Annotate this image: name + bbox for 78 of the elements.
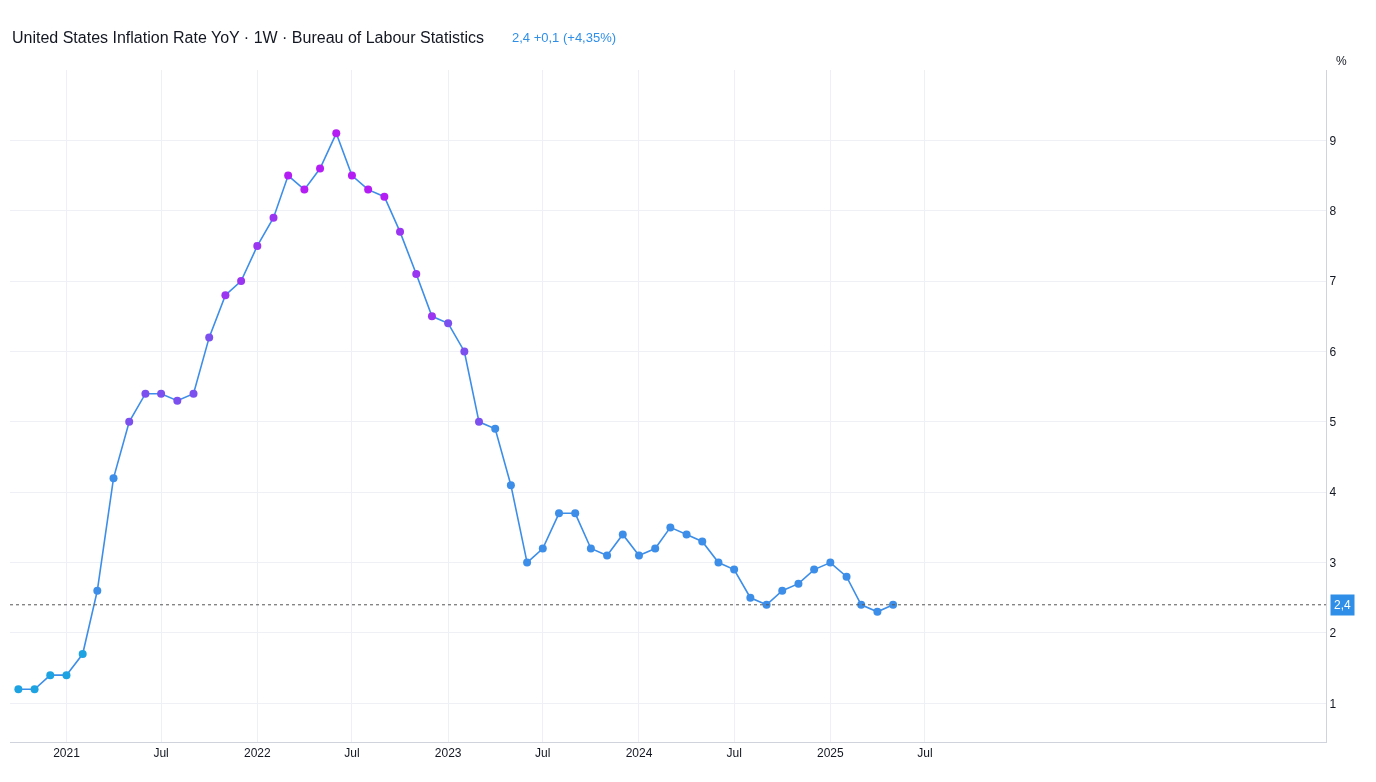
point: [141, 389, 150, 398]
y-tick-label: 8: [1329, 203, 1337, 218]
x-tick-label: 2022: [243, 746, 271, 761]
point: [474, 417, 483, 426]
point: [762, 600, 771, 609]
y-tick-label: 3: [1329, 555, 1337, 570]
chart-subtitle: 2,4 +0,1 (+4,35%): [512, 30, 617, 45]
point: [873, 607, 882, 616]
point: [253, 241, 262, 250]
point: [889, 600, 898, 609]
point: [189, 389, 198, 398]
point: [269, 213, 278, 222]
y-tick-label: 2: [1329, 626, 1337, 641]
point: [571, 509, 580, 518]
point: [125, 417, 134, 426]
point: [826, 558, 835, 567]
point: [93, 586, 102, 595]
point: [412, 270, 421, 279]
point: [746, 593, 755, 602]
x-tick-label: 2021: [53, 746, 81, 761]
point: [634, 551, 643, 560]
x-tick-label: Jul: [917, 746, 933, 761]
point: [730, 565, 739, 574]
point: [603, 551, 612, 560]
y-tick-label: 4: [1329, 485, 1337, 500]
point: [794, 579, 803, 588]
x-tick-label: 2024: [625, 746, 653, 761]
x-tick-label: Jul: [344, 746, 360, 761]
y-axis-title: %: [1336, 54, 1347, 68]
y-tick-label: 5: [1329, 415, 1337, 430]
point: [523, 558, 532, 567]
point: [698, 537, 707, 546]
point: [62, 671, 71, 680]
x-tick-label: 2023: [434, 746, 462, 761]
ref-line-label: 2,4: [1334, 598, 1352, 612]
point: [284, 171, 293, 180]
point: [30, 685, 39, 694]
y-tick-label: 9: [1329, 133, 1337, 148]
point: [300, 185, 309, 194]
point: [380, 192, 389, 201]
point: [842, 572, 851, 581]
point: [778, 586, 787, 595]
point: [427, 312, 436, 321]
point: [810, 565, 819, 574]
point: [109, 474, 118, 483]
point: [332, 129, 341, 138]
point: [554, 509, 563, 518]
y-tick-label: 1: [1329, 696, 1337, 711]
point: [491, 424, 500, 433]
x-tick-label: 2025: [816, 746, 845, 761]
y-tick-label: 6: [1329, 344, 1337, 359]
chart-title: United States Inflation Rate YoY · 1W · Bureau of Labour Statistics: [12, 29, 484, 46]
point: [78, 650, 87, 659]
point: [460, 347, 469, 356]
point: [538, 544, 547, 553]
point: [666, 523, 675, 532]
point: [444, 319, 453, 328]
point: [157, 389, 166, 398]
point: [618, 530, 627, 539]
point: [205, 333, 214, 342]
x-tick-label: Jul: [535, 746, 551, 761]
point: [316, 164, 325, 173]
point: [46, 671, 55, 680]
point: [173, 396, 182, 405]
point: [364, 185, 373, 194]
point: [506, 481, 515, 490]
x-tick-label: Jul: [726, 746, 742, 761]
point: [347, 171, 356, 180]
x-tick-label: Jul: [153, 746, 169, 761]
point: [586, 544, 595, 553]
point: [14, 685, 23, 694]
point: [237, 277, 246, 286]
point: [682, 530, 691, 539]
point: [396, 227, 405, 236]
y-tick-label: 7: [1329, 274, 1337, 289]
point: [714, 558, 723, 567]
point: [221, 291, 230, 300]
point: [651, 544, 660, 553]
